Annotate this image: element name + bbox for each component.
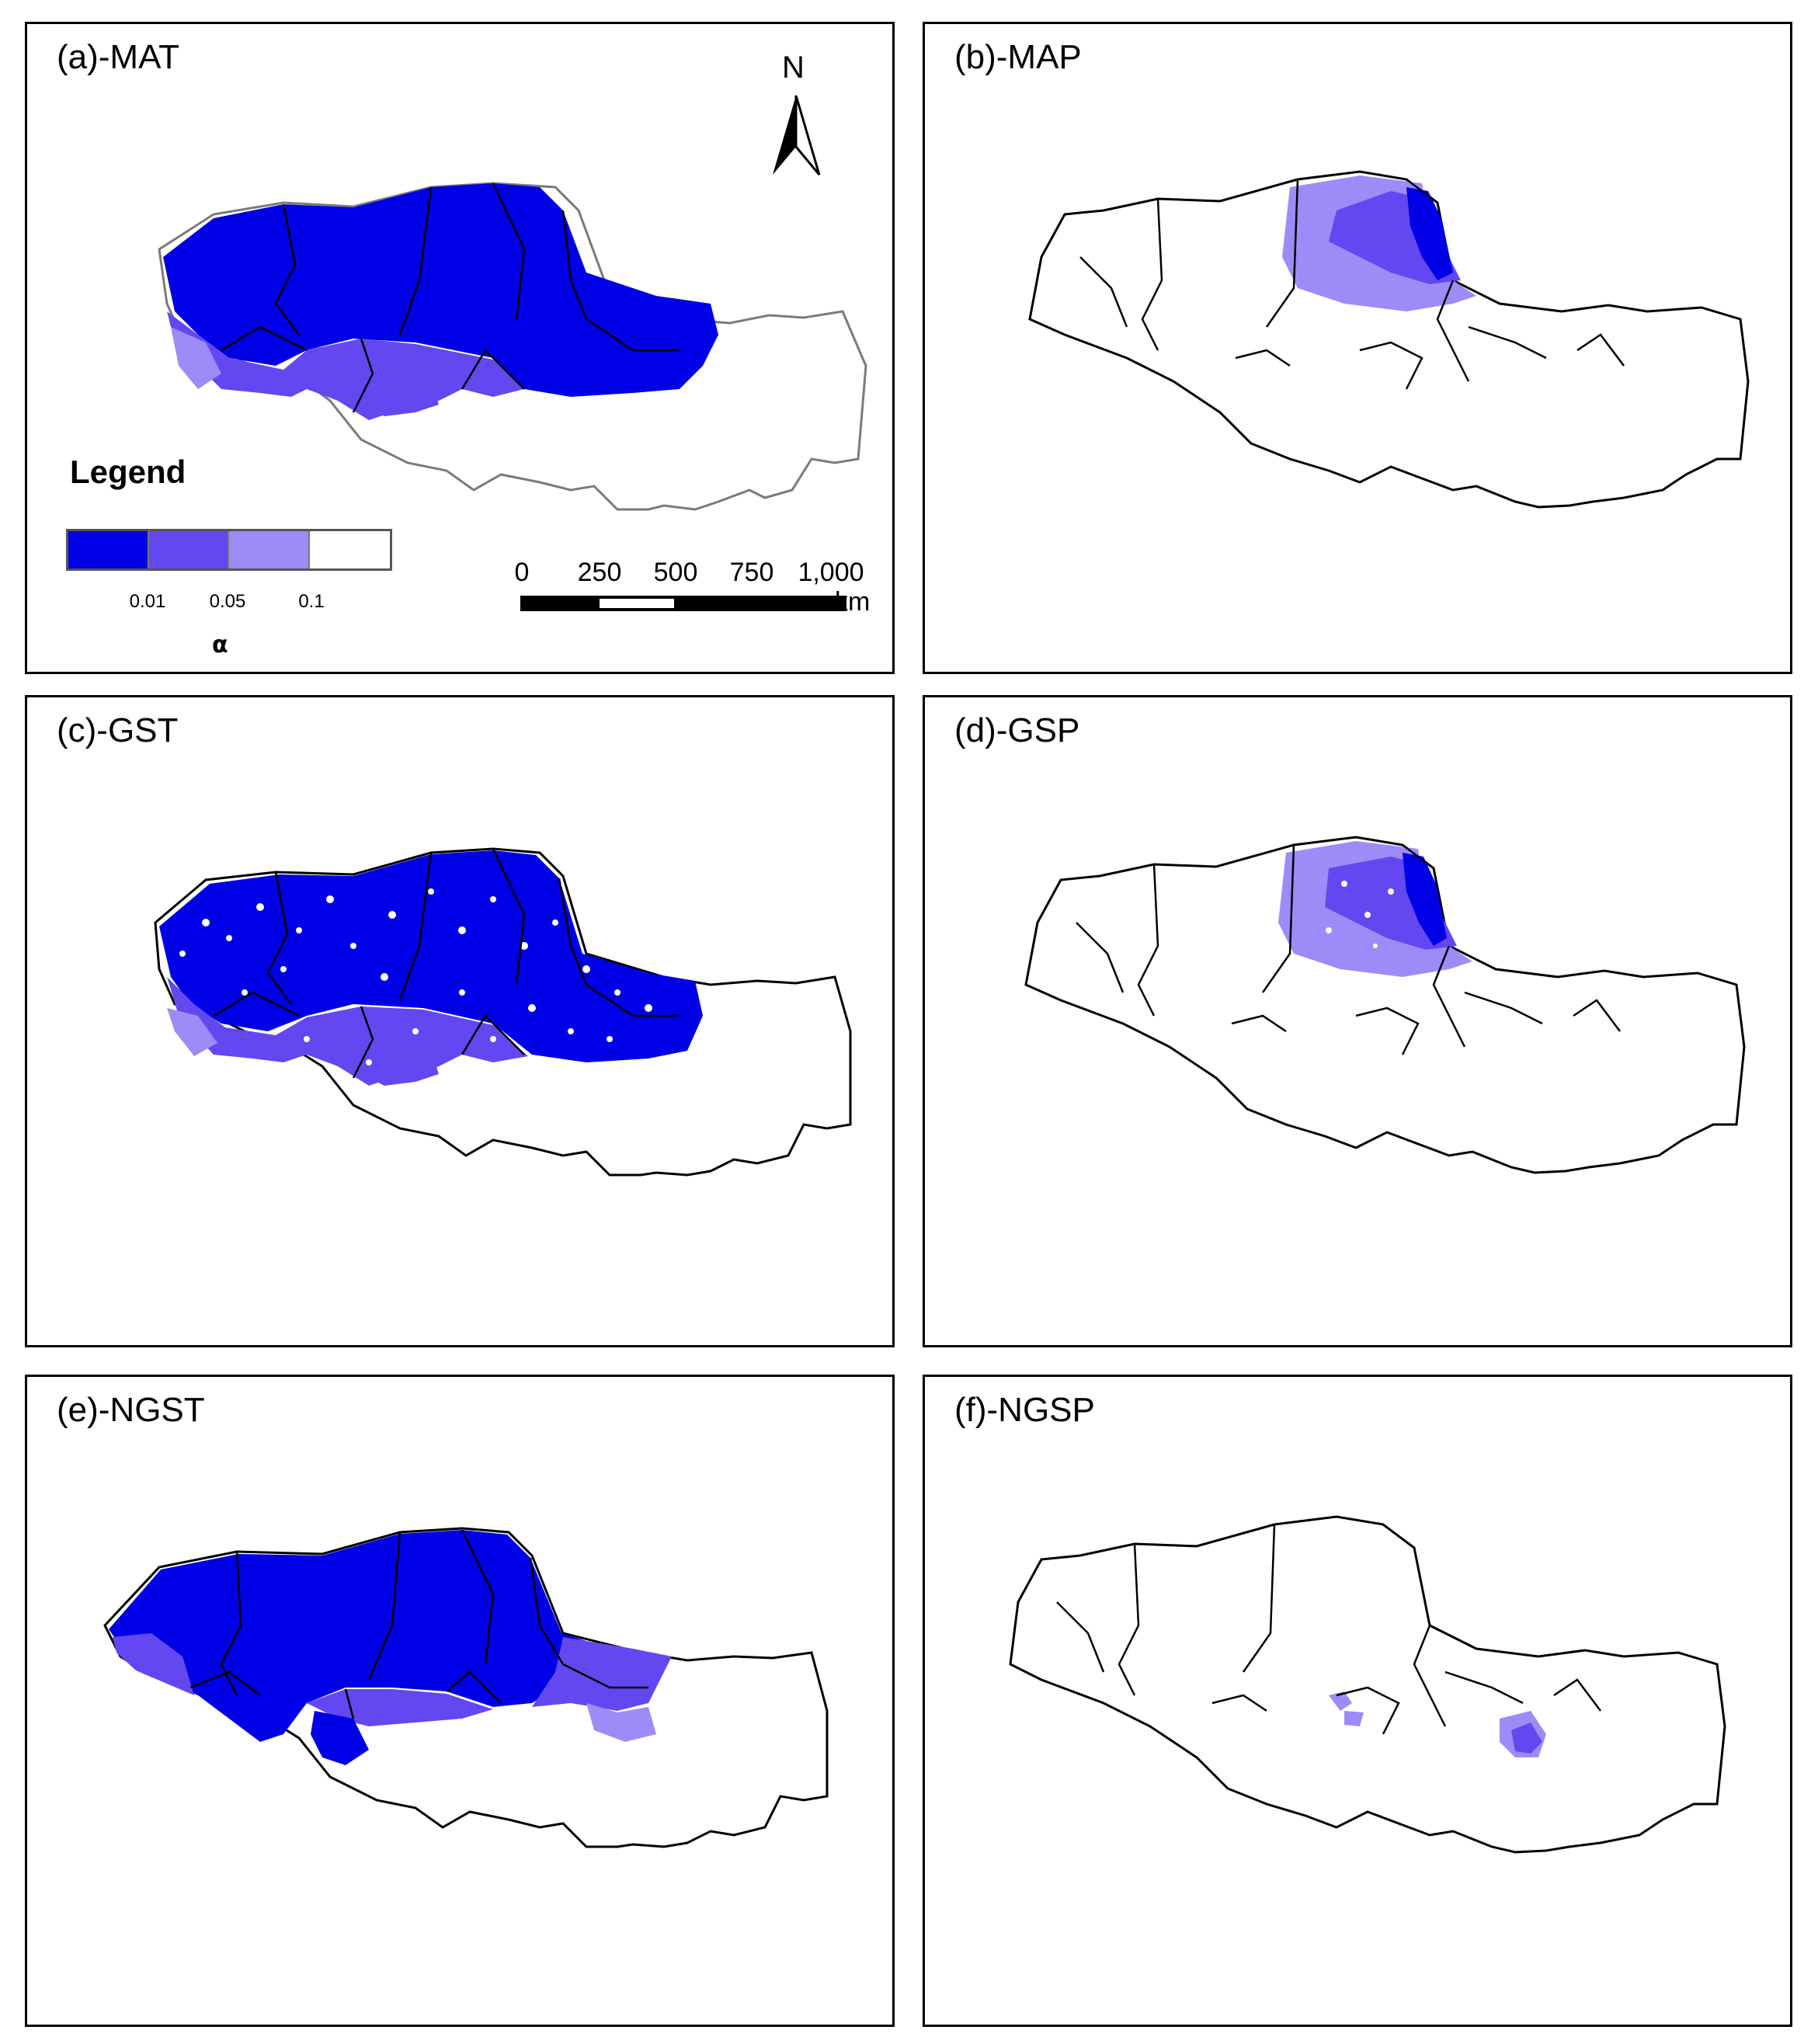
map-ngst: [103, 1527, 829, 1848]
zone-class-005: [1511, 1722, 1542, 1754]
zone-class-005-south: [353, 370, 439, 416]
internal-boundaries: [1076, 844, 1621, 1055]
zone-class-001: [1406, 187, 1453, 280]
legend-swatch-ns: [309, 531, 390, 568]
zone-class-01: [586, 1703, 656, 1742]
legend-tick: 0.1: [298, 591, 325, 612]
panel-title: (d)-GSP: [954, 711, 1080, 749]
map-panel-mat: (a)-MAT N Legend 0.01 0.05 0.1 α 0 250 5…: [25, 22, 895, 674]
region-outline: [1024, 836, 1746, 1174]
zone-class-01: [1329, 1691, 1364, 1726]
scale-label: 250: [577, 558, 622, 587]
north-arrow-icon: [773, 95, 821, 176]
speckle-gaps: [179, 888, 652, 1065]
scale-label: 750: [729, 558, 774, 587]
zone-class-001: [1403, 853, 1447, 946]
scale-label: 500: [653, 558, 698, 587]
map-panel-ngsp: (f)-NGSP: [923, 1375, 1792, 2027]
scale-bar: [520, 596, 846, 611]
map-mat: [158, 182, 867, 511]
zone-class-001: [109, 1530, 586, 1742]
panel-title: (c)-GST: [57, 711, 179, 749]
scale-unit: km: [835, 587, 871, 617]
panel-title: (b)-MAP: [954, 38, 1082, 76]
zone-class-005: [167, 977, 528, 1086]
region-outline: [1028, 170, 1750, 509]
legend-alpha-label: α: [212, 631, 228, 659]
map-map: [1028, 170, 1750, 509]
zone-class-005-south: [346, 1039, 439, 1086]
region-outline: [1009, 1515, 1726, 1854]
legend-swatch-001: [68, 531, 149, 568]
zone-class-005: [113, 1633, 672, 1726]
legend-color-bar: [66, 529, 392, 571]
map-gsp: [1024, 836, 1746, 1174]
internal-boundaries: [213, 848, 680, 1079]
speckle-gaps: [1326, 881, 1394, 948]
map-panel-map: (b)-MAP: [923, 22, 1792, 674]
internal-boundaries: [221, 182, 680, 413]
zone-class-001-south: [311, 1711, 369, 1765]
zone-class-001: [159, 850, 703, 1062]
scale-label: 1,000: [798, 558, 864, 587]
map-panel-gsp: (d)-GSP: [923, 695, 1792, 1347]
internal-boundaries: [189, 1529, 648, 1719]
map-gst: [154, 847, 852, 1177]
map-panel-gst: (c)-GST: [25, 695, 895, 1347]
north-label: N: [782, 50, 805, 85]
legend-title: Legend: [70, 454, 186, 490]
zone-class-001: [163, 183, 718, 397]
scale-label: 0: [514, 558, 530, 587]
zone-class-01: [171, 327, 221, 389]
internal-boundaries: [1056, 1524, 1601, 1735]
legend-swatch-01: [229, 531, 310, 568]
zone-class-01: [167, 1008, 217, 1056]
legend-tick: 0.05: [209, 591, 246, 612]
map-panel-ngst: (e)-NGST: [25, 1375, 895, 2027]
panel-title: (e)-NGST: [57, 1391, 205, 1429]
legend-tick: 0.01: [129, 591, 166, 612]
panel-title: (f)-NGSP: [954, 1391, 1095, 1429]
legend-swatch-005: [148, 531, 229, 568]
map-ngsp: [1009, 1515, 1726, 1854]
internal-boundaries: [1079, 179, 1625, 390]
panel-title: (a)-MAT: [57, 38, 180, 76]
